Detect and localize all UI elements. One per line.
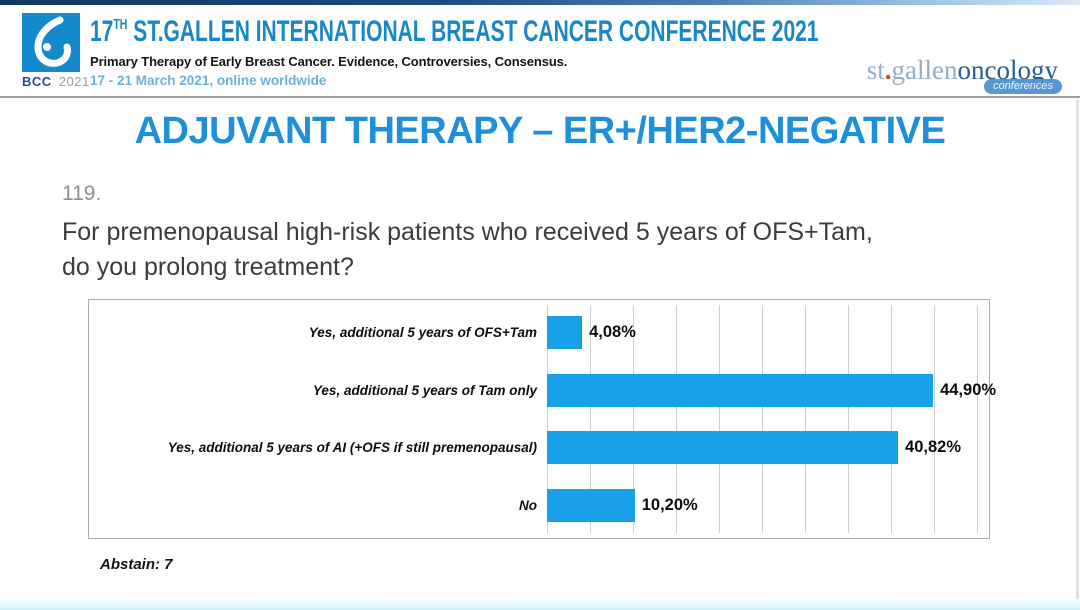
conference-ordinal: TH (113, 16, 128, 33)
bar (547, 373, 934, 407)
gridline (633, 305, 634, 533)
bcc-drop-logo-icon (22, 13, 80, 72)
conference-subtitle: Primary Therapy of Early Breast Cancer. … (90, 54, 568, 69)
question-block: 119. For premenopausal high-risk patient… (62, 182, 873, 285)
bar-track: 10,20% (547, 488, 977, 522)
bar-value-label: 40,82% (905, 438, 962, 457)
gridline (805, 305, 806, 533)
conference-number: 17 (90, 15, 114, 48)
question-number: 119. (62, 182, 102, 205)
gridline (762, 305, 763, 533)
chart-row: Yes, additional 5 years of AI (+OFS if s… (89, 422, 989, 474)
stgallen-oncology-logo: st.gallenoncology conferences (866, 55, 1062, 94)
category-label: Yes, additional 5 years of Tam only (312, 382, 537, 398)
bar (547, 488, 635, 522)
gridline (590, 305, 591, 533)
slide-title: ADJUVANT THERAPY – ER+/HER2-NEGATIVE (134, 110, 946, 152)
abstain-note: Abstain: 7 (100, 556, 173, 573)
category-label: Yes, additional 5 years of AI (+OFS if s… (167, 440, 537, 456)
bar-track: 40,82% (547, 431, 977, 465)
conferences-pill-badge: conferences (984, 79, 1062, 94)
conference-name: ST.GALLEN INTERNATIONAL BREAST CANCER CO… (127, 15, 819, 48)
bar (547, 316, 583, 350)
plot-gridlines (547, 305, 978, 533)
bar (547, 431, 899, 465)
question-text-line1: For premenopausal high-risk patients who… (62, 218, 873, 246)
bar-track: 4,08% (547, 316, 977, 350)
bottom-gradient-strip (0, 599, 1080, 610)
question-text-line2: do you prolong treatment? (62, 253, 354, 281)
bcc-year: 2021 (58, 74, 90, 89)
gridline (848, 305, 849, 533)
bcc-badge-text: BCC 2021 (22, 74, 89, 89)
category-label: No (519, 497, 537, 513)
bcc-abbr: BCC (22, 74, 52, 89)
conference-header: BCC 2021 17TH ST.GALLEN INTERNATIONAL BR… (0, 5, 1080, 98)
chart-row: Yes, additional 5 years of Tam only 44,90… (89, 364, 996, 416)
gridline (977, 305, 978, 533)
top-gradient-strip (0, 0, 1080, 5)
chart-row: Yes, additional 5 years of OFS+Tam 4,08% (89, 307, 989, 359)
chart-rows: Yes, additional 5 years of OFS+Tam 4,08% Y… (89, 300, 996, 538)
gridline (934, 305, 935, 533)
gridline (891, 305, 892, 533)
logo-st: st (866, 55, 885, 85)
bar-track: 44,90% (547, 373, 996, 407)
bar-value-label: 44,90% (940, 380, 997, 399)
gridline (676, 305, 677, 533)
logo-gallen: gallen (891, 55, 958, 85)
bar-value-label: 4,08% (589, 323, 636, 342)
conference-dates: 17 - 21 March 2021, online worldwide (90, 73, 327, 88)
conference-titles: 17TH ST.GALLEN INTERNATIONAL BREAST CANC… (90, 15, 1080, 88)
category-label: Yes, additional 5 years of OFS+Tam (308, 325, 537, 341)
bcc-logo-badge: BCC 2021 (22, 13, 89, 89)
chart-row: No 10,20% (89, 479, 989, 531)
gridline (719, 305, 720, 533)
bar-value-label: 10,20% (641, 495, 698, 514)
logo-dot: . (884, 55, 892, 85)
conference-title: 17TH ST.GALLEN INTERNATIONAL BREAST CANC… (90, 15, 818, 49)
right-edge-strip (1076, 100, 1079, 602)
gridline (547, 305, 548, 533)
poll-results-chart: Yes, additional 5 years of OFS+Tam 4,08% Y… (88, 299, 996, 539)
